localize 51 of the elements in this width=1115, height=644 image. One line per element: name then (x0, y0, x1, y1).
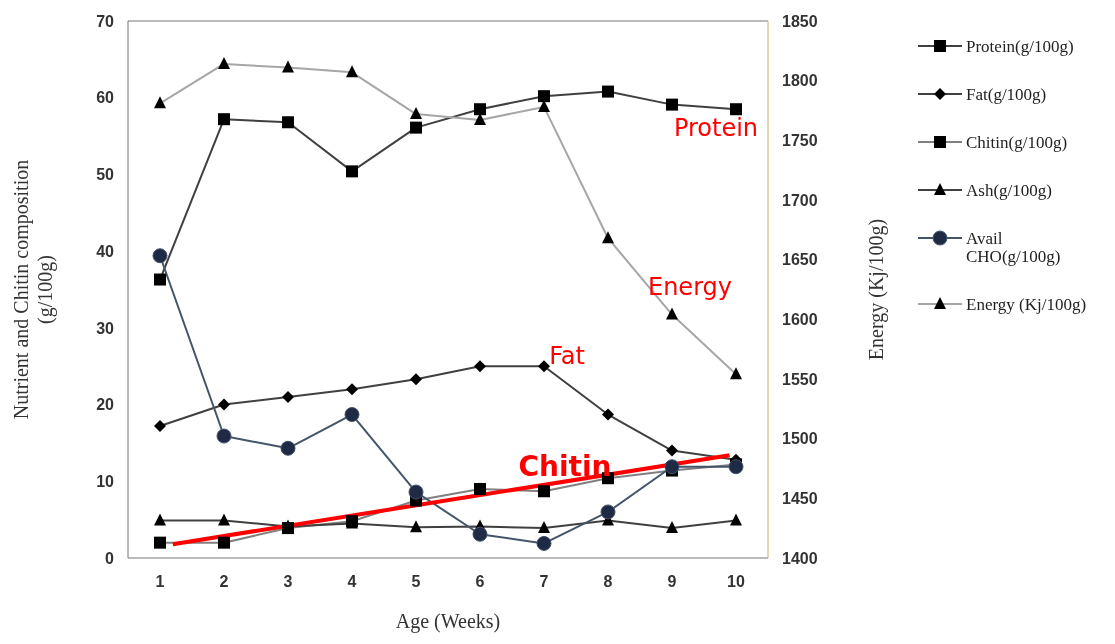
annotation: Fat (549, 342, 585, 370)
x-tick-label: 8 (603, 573, 613, 591)
x-axis-title: Age (Weeks) (395, 610, 501, 633)
annotation: Chitin (518, 449, 612, 483)
annotation: Protein (673, 114, 759, 142)
y2-tick-label: 1800 (782, 72, 818, 90)
point (408, 484, 424, 500)
legend-label: Chitin(g/100g) (966, 133, 1068, 152)
x-tick-label: 5 (411, 573, 421, 591)
y-tick-label: 0 (105, 549, 115, 567)
y-tick-label: 30 (96, 319, 115, 337)
y-tick-label: 70 (96, 12, 115, 30)
y2-tick-label: 1850 (782, 12, 818, 30)
legend-label: Ash(g/100g) (966, 181, 1052, 200)
annotation: Energy (647, 273, 733, 301)
point (472, 526, 488, 542)
y2-tick-label: 1450 (782, 490, 818, 508)
y-axis-title: Nutrient and Chitin composition (g/100g) (10, 159, 57, 420)
y-tick-label: 60 (96, 89, 115, 107)
legend-label: Energy (Kj/100g) (966, 295, 1087, 314)
y2-axis-title: Energy (Kj/100g) (865, 218, 889, 361)
y2-tick-label: 1500 (782, 430, 818, 448)
point (344, 407, 360, 423)
x-tick-label: 3 (283, 573, 293, 591)
y2-tick-label: 1600 (782, 311, 818, 329)
x-tick-label: 9 (667, 573, 677, 591)
y2-tick-label: 1700 (782, 191, 818, 209)
y2-tick-label: 1400 (782, 549, 818, 567)
point (216, 428, 232, 444)
legend-label: Protein(g/100g) (966, 37, 1074, 56)
y2-tick-label: 1650 (782, 251, 818, 269)
x-tick-label: 7 (539, 573, 549, 591)
y-tick-label: 40 (96, 242, 115, 260)
y-tick-label: 10 (96, 472, 115, 490)
y2-tick-label: 1750 (782, 132, 818, 150)
legend-label: Fat(g/100g) (966, 85, 1047, 104)
x-tick-label: 2 (219, 573, 229, 591)
x-tick-label: 10 (727, 573, 745, 591)
point (280, 440, 296, 456)
legend-label: Avail CHO(g/100g) (966, 229, 1062, 266)
y-tick-label: 20 (96, 396, 115, 414)
y-tick-label: 50 (96, 166, 115, 184)
y2-tick-label: 1550 (782, 370, 818, 388)
x-tick-label: 6 (475, 573, 485, 591)
point (600, 504, 616, 520)
point (728, 459, 744, 475)
point (152, 248, 168, 264)
x-tick-label: 1 (155, 573, 165, 591)
x-tick-label: 4 (347, 573, 357, 591)
point (664, 459, 680, 475)
point (536, 535, 552, 551)
